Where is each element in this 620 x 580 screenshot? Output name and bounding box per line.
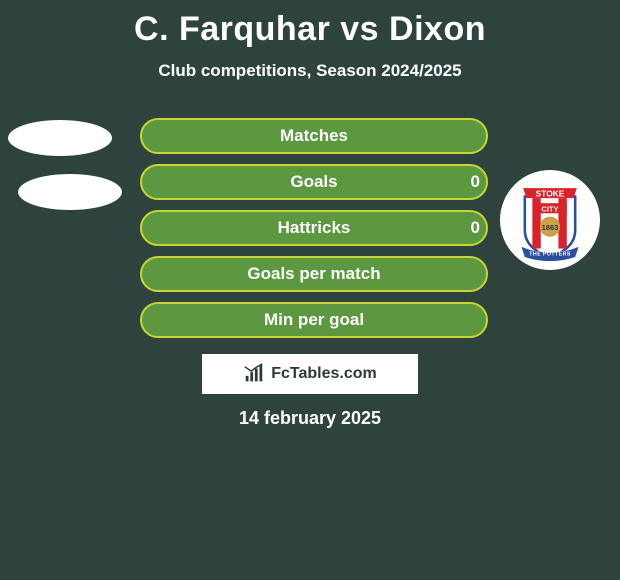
stat-pill-goals-per-match: Goals per match [140,256,488,292]
page-subtitle: Club competitions, Season 2024/2025 [0,61,620,81]
stat-pill-matches: Matches [140,118,488,154]
bar-chart-icon [243,363,265,385]
stat-row: Hattricks 0 [0,210,620,256]
infographic-container: C. Farquhar vs Dixon Club competitions, … [0,0,620,580]
stat-right-value: 0 [460,210,480,246]
stat-pill-min-per-goal: Min per goal [140,302,488,338]
stat-row: Matches [0,118,620,164]
stat-right-value [460,256,480,292]
page-title: C. Farquhar vs Dixon [0,0,620,49]
stat-row: Min per goal [0,302,620,348]
stat-pill-goals: Goals [140,164,488,200]
stat-right-value [460,118,480,154]
brand-box: FcTables.com [202,354,418,394]
stats-block: Matches Goals 0 Hattricks 0 Goals per ma… [0,118,620,348]
stat-row: Goals 0 [0,164,620,210]
stat-right-value [460,302,480,338]
brand-label: FcTables.com [271,365,377,383]
stat-pill-hattricks: Hattricks [140,210,488,246]
stat-row: Goals per match [0,256,620,302]
stat-right-value: 0 [460,164,480,200]
generated-date: 14 february 2025 [0,408,620,429]
